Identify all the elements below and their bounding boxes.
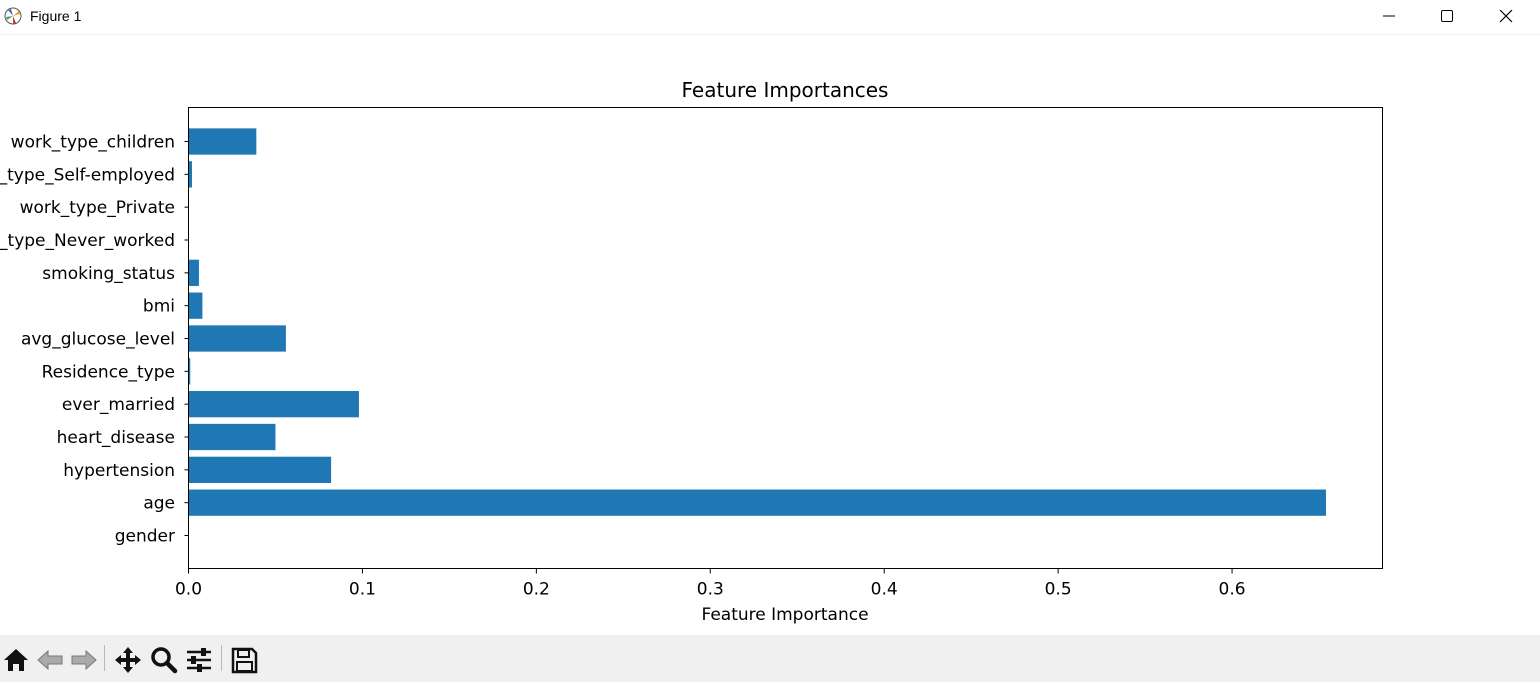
pan-move-icon — [115, 647, 141, 673]
configure-subplots-icon — [187, 648, 211, 672]
y-tick-label: hypertension — [63, 461, 175, 481]
forward-arrow-icon — [71, 649, 97, 671]
figure-canvas: Feature Importances gender age hypertensio… — [0, 35, 1540, 635]
feature-importance-chart: Feature Importances gender age hypertensio… — [0, 78, 1383, 625]
y-tick-label: work_type_Self-employed — [0, 165, 175, 185]
bar-Residence_type — [188, 358, 191, 385]
maximize-button[interactable] — [1418, 0, 1476, 34]
maximize-icon — [1441, 10, 1453, 22]
bar-smoking_status — [188, 259, 199, 286]
x-tick-label: 0.0 — [175, 580, 202, 600]
x-tick-label: 0.2 — [523, 580, 550, 600]
close-button[interactable] — [1477, 0, 1535, 34]
y-tick-label: work_type_Private — [20, 198, 175, 218]
bar-hypertension — [188, 456, 332, 483]
bar-age — [188, 489, 1326, 516]
zoom-button[interactable] — [148, 643, 180, 675]
x-tick-label: 0.3 — [697, 580, 724, 600]
x-tick-label: 0.6 — [1219, 580, 1246, 600]
window-title: Figure 1 — [30, 8, 82, 24]
y-tick-label: avg_glucose_level — [21, 330, 175, 350]
y-tick-label: heart_disease — [57, 428, 175, 448]
y-tick-label: smoking_status — [42, 264, 175, 284]
x-tick-label: 0.4 — [871, 580, 898, 600]
y-tick-label: ever_married — [62, 395, 175, 415]
window-titlebar: Figure 1 — [0, 0, 1540, 35]
chart-title: Feature Importances — [682, 78, 889, 102]
bar-work_type_children — [188, 128, 257, 155]
toolbar-separator — [104, 645, 105, 671]
save-button[interactable] — [228, 643, 260, 675]
close-icon — [1499, 10, 1513, 23]
back-arrow-icon — [37, 649, 63, 671]
minimize-icon — [1383, 15, 1395, 17]
x-axis-label: Feature Importance — [701, 605, 868, 625]
forward-button[interactable] — [68, 643, 100, 675]
bar-ever_married — [188, 391, 359, 418]
navigation-toolbar — [0, 635, 1540, 682]
x-tick-label: 0.1 — [349, 580, 376, 600]
toolbar-separator — [221, 645, 222, 671]
bar-heart_disease — [188, 423, 276, 451]
save-floppy-icon — [231, 647, 258, 674]
home-icon — [4, 649, 28, 671]
matplotlib-logo-icon — [4, 7, 22, 25]
y-tick-label: gender — [115, 527, 175, 547]
zoom-magnifier-icon — [151, 647, 178, 674]
bar-work_type_Self-employed — [188, 161, 192, 188]
y-tick-label: work_type_Never_worked — [0, 231, 175, 251]
y-tick-label: age — [143, 494, 175, 514]
pan-button[interactable] — [112, 643, 144, 675]
back-button[interactable] — [34, 643, 66, 675]
y-tick-label: bmi — [143, 297, 175, 317]
minimize-button[interactable] — [1360, 0, 1418, 34]
home-button[interactable] — [0, 643, 32, 675]
bar-bmi — [188, 292, 203, 319]
y-tick-label: Residence_type — [42, 362, 175, 382]
bar-avg_glucose_level — [188, 325, 286, 352]
y-tick-label: work_type_children — [11, 133, 175, 153]
configure-subplots-button[interactable] — [183, 643, 215, 675]
x-tick-label: 0.5 — [1045, 580, 1072, 600]
axes-frame — [188, 107, 1383, 569]
